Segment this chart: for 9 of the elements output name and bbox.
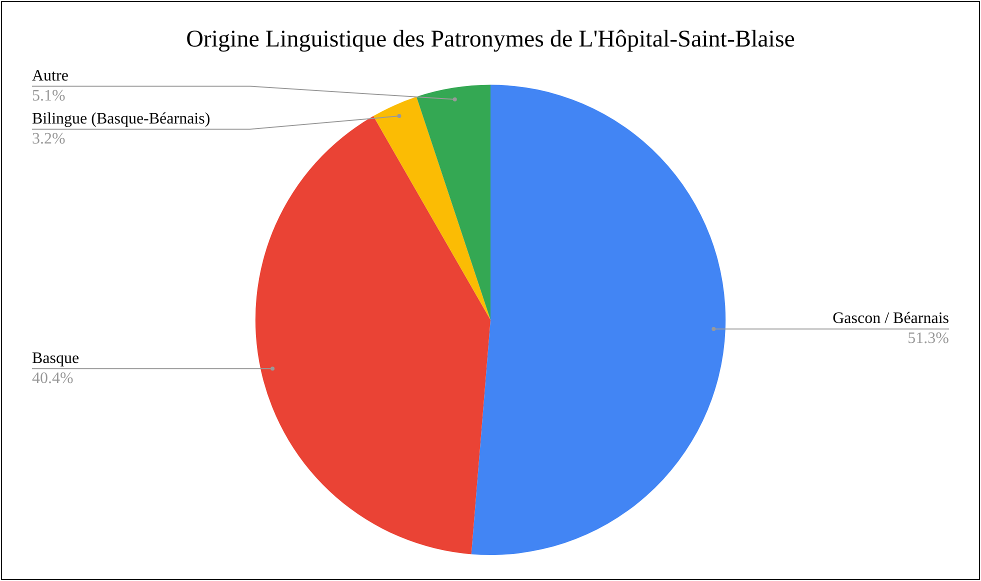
slice-label: Autre	[32, 67, 68, 84]
data-label: 3.2%	[32, 130, 66, 148]
data-label: 51.3%	[908, 330, 949, 348]
slice-label: Bilingue (Basque-Béarnais)	[32, 110, 210, 128]
slice-label: Basque	[32, 350, 80, 367]
chart-title: Origine Linguistique des Patronymes de L'Hôpital-Saint-Blaise	[186, 26, 795, 53]
data-label: 5.1%	[32, 87, 66, 104]
slice-label: Gascon / Béarnais	[832, 310, 949, 328]
data-label: 40.4%	[32, 370, 74, 387]
